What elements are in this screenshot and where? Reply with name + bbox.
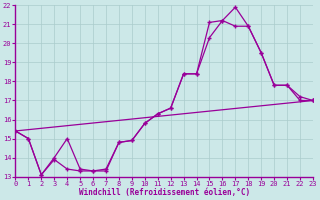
X-axis label: Windchill (Refroidissement éolien,°C): Windchill (Refroidissement éolien,°C)	[79, 188, 250, 197]
